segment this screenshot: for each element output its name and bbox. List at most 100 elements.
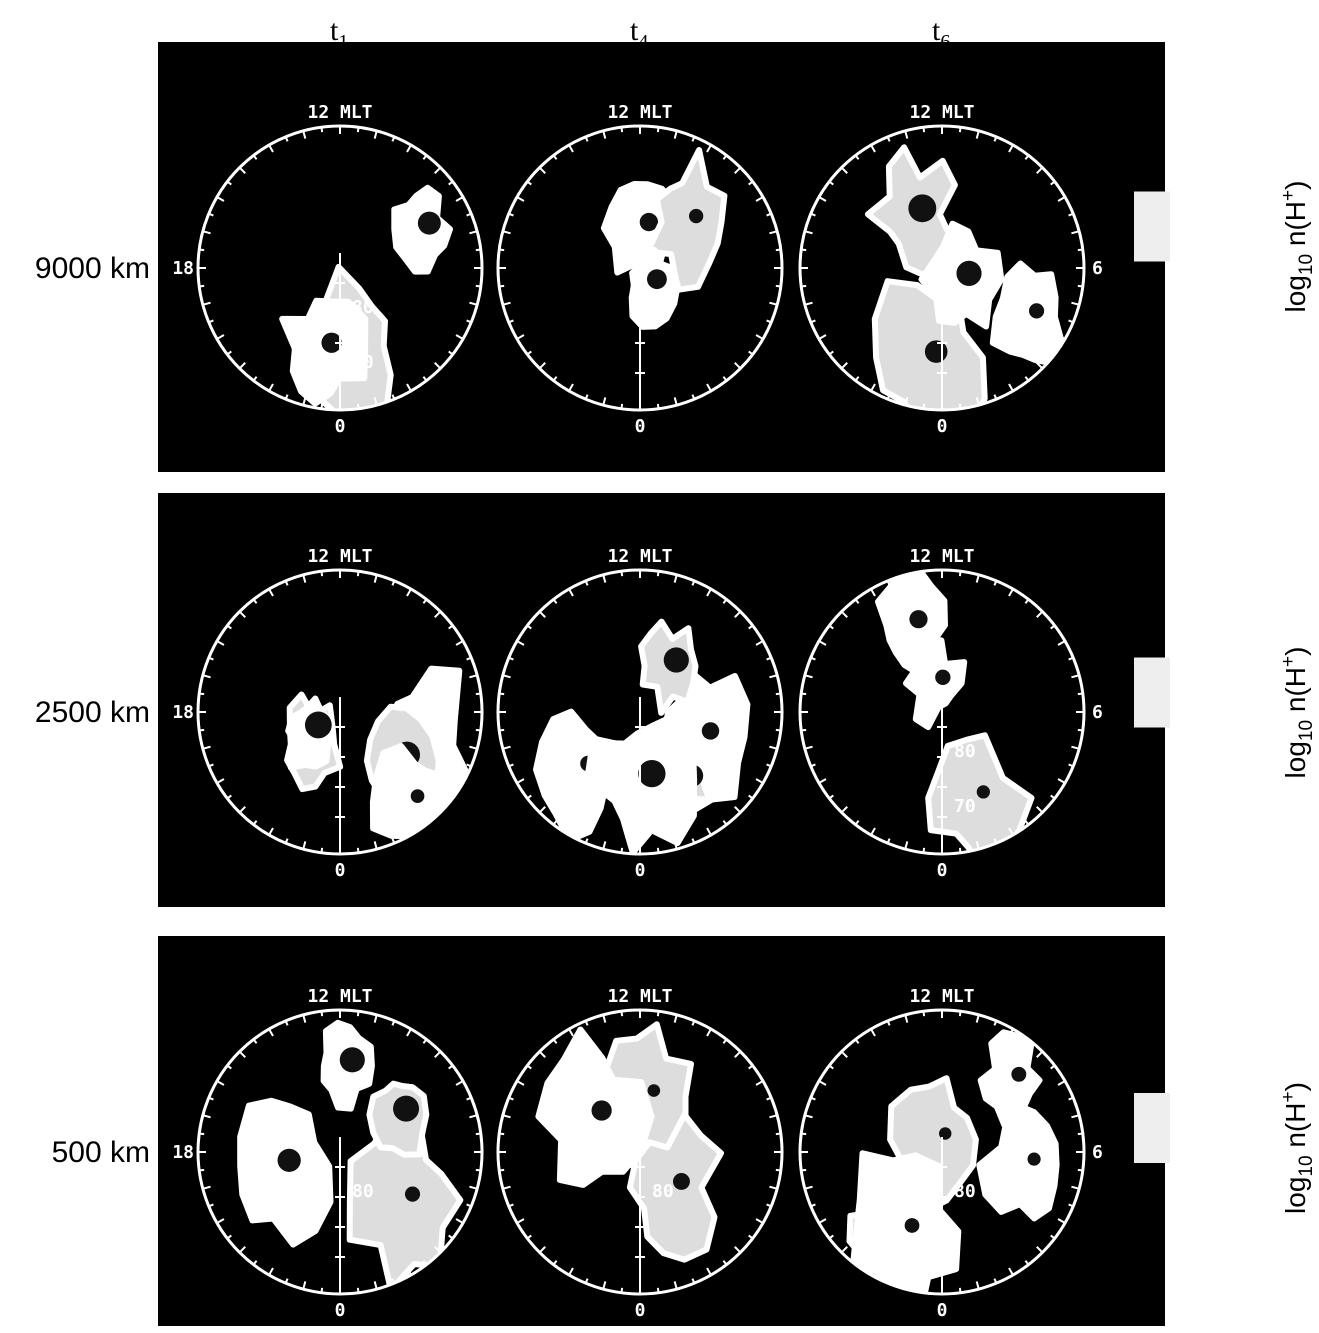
axis-text: n(H: [1280, 201, 1311, 254]
midnight-label: 0: [635, 1300, 646, 1321]
hour-tick: [358, 127, 359, 132]
hour-tick: [1078, 1170, 1083, 1171]
hole: [1027, 1153, 1040, 1166]
colorbar-block: [1134, 192, 1170, 262]
hole: [939, 1127, 951, 1139]
hole: [592, 1100, 612, 1120]
hour-tick: [199, 249, 204, 250]
hour-tick: [960, 571, 961, 576]
dawn-label: 6: [1092, 702, 1103, 723]
hour-tick: [776, 730, 781, 731]
colorbar-label: 2.00: [1188, 870, 1231, 891]
colorbar-label: 2.2: [1188, 205, 1221, 226]
hour-tick: [801, 1133, 806, 1134]
hour-tick: [476, 286, 481, 287]
lat-label: 80: [352, 1181, 374, 1202]
hole: [411, 789, 425, 803]
hour-tick: [960, 848, 961, 853]
hour-tick: [476, 1170, 481, 1171]
hour-tick: [621, 848, 622, 853]
lat-label: 80: [652, 1181, 674, 1202]
colorbar-label: 1.0: [1188, 395, 1221, 416]
hole: [405, 1187, 420, 1202]
lat-label: 80: [954, 741, 976, 762]
hour-tick: [499, 249, 504, 250]
midnight-label: 0: [635, 860, 646, 881]
midnight-label: 0: [335, 1300, 346, 1321]
figure: t1t4t69000 km12 MLT018807012 MLT012 MLT0…: [0, 0, 1319, 1333]
lat-label: 80: [652, 741, 674, 762]
colorbar-label: 4.24: [1188, 602, 1231, 623]
hour-tick: [499, 1170, 504, 1171]
hour-tick: [658, 404, 659, 409]
midnight-label: 0: [937, 860, 948, 881]
axis-base: log: [1280, 741, 1311, 778]
midnight-label: 0: [335, 860, 346, 881]
hole: [648, 1084, 661, 1097]
hole: [393, 1096, 419, 1122]
column-subscript: 6: [940, 31, 950, 53]
hour-tick: [1078, 286, 1083, 287]
axis-label: log10 n(H+): [1278, 181, 1317, 313]
hour-tick: [801, 286, 806, 287]
mlt-label: 12 MLT: [307, 986, 372, 1007]
hole: [1011, 1067, 1026, 1082]
altitude-label: 2500 km: [35, 696, 150, 729]
hour-tick: [960, 1288, 961, 1293]
hour-tick: [1078, 1133, 1083, 1134]
column-subscript: 4: [638, 31, 648, 53]
lat-label: 70: [954, 796, 976, 817]
hour-tick: [199, 730, 204, 731]
hour-tick: [658, 1011, 659, 1016]
dusk-label: 18: [172, 258, 194, 279]
hour-tick: [801, 1170, 806, 1171]
lat-label: 80: [954, 1181, 976, 1202]
colorbar-label: 3.68: [1188, 669, 1231, 690]
axis-end: ): [1280, 647, 1311, 656]
hour-tick: [801, 730, 806, 731]
hour-tick: [199, 286, 204, 287]
axis-label: log10 n(H+): [1278, 647, 1317, 779]
axis-superscript: +: [1278, 656, 1299, 667]
blob: [369, 1084, 426, 1155]
mlt-label: 12 MLT: [909, 546, 974, 567]
dusk-label: 18: [172, 1142, 194, 1163]
hour-tick: [776, 249, 781, 250]
hole: [909, 610, 927, 628]
hour-tick: [621, 1288, 622, 1293]
hour-tick: [358, 404, 359, 409]
colorbar-label: 4.2: [1188, 1106, 1221, 1127]
mlt-label: 12 MLT: [607, 102, 672, 123]
hole: [638, 760, 665, 787]
mlt-label: 12 MLT: [307, 102, 372, 123]
hour-tick: [658, 848, 659, 853]
hour-tick: [621, 127, 622, 132]
dusk-label: 18: [172, 702, 194, 723]
hour-tick: [499, 1133, 504, 1134]
hour-tick: [476, 693, 481, 694]
hour-tick: [960, 1011, 961, 1016]
lat-label: 80: [352, 297, 374, 318]
hole: [305, 712, 332, 739]
hole: [977, 785, 990, 798]
colorbar-label: 2.6: [1188, 141, 1221, 162]
hour-tick: [358, 1011, 359, 1016]
axis-base: log: [1280, 1177, 1311, 1214]
hour-tick: [776, 286, 781, 287]
hour-tick: [801, 693, 806, 694]
hour-tick: [1078, 249, 1083, 250]
colorbar-label: 1.4: [1188, 332, 1221, 353]
hole: [418, 212, 441, 235]
colorbar-label: 5.0: [1188, 978, 1221, 999]
hour-tick: [621, 571, 622, 576]
colorbar-label: 3.8: [1188, 1170, 1221, 1191]
colorbar-label: 3.0: [1188, 1298, 1221, 1319]
hour-tick: [923, 1288, 924, 1293]
midnight-label: 0: [937, 416, 948, 437]
hour-tick: [658, 571, 659, 576]
hour-tick: [621, 404, 622, 409]
hour-tick: [321, 404, 322, 409]
colorbar-block: [1134, 1093, 1170, 1163]
hour-tick: [658, 127, 659, 132]
axis-end: ): [1280, 1082, 1311, 1091]
